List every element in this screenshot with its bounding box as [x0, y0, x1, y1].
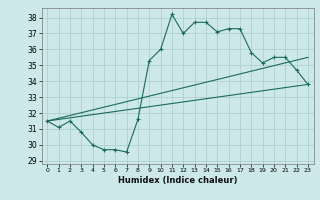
X-axis label: Humidex (Indice chaleur): Humidex (Indice chaleur): [118, 176, 237, 185]
